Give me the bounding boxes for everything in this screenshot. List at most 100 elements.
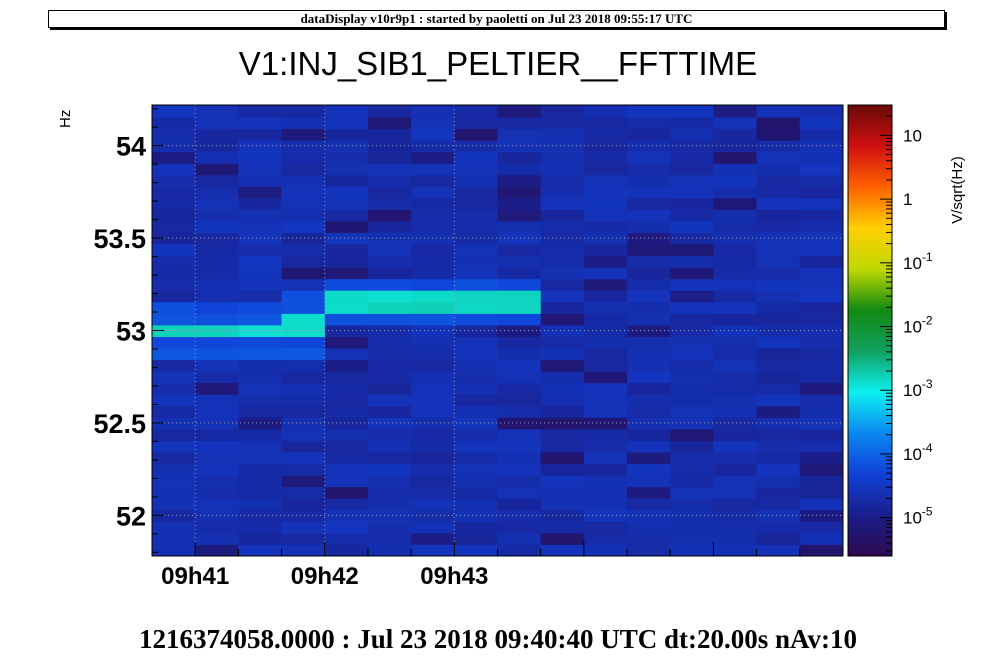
heatmap-cell: [670, 163, 714, 176]
heatmap-cell: [367, 428, 412, 441]
heatmap-cell: [454, 301, 498, 314]
heatmap-cell: [627, 267, 671, 280]
heatmap-cell: [756, 244, 801, 257]
heatmap-cell: [713, 255, 757, 268]
heatmap-cell: [367, 117, 412, 129]
heatmap-cell: [281, 221, 326, 233]
heatmap-cell: [238, 278, 282, 291]
heatmap-cell: [281, 405, 326, 418]
heatmap-cell: [670, 394, 714, 407]
heatmap-cell: [670, 405, 714, 418]
heatmap-cell: [454, 105, 498, 118]
heatmap-cell: [195, 255, 239, 268]
heatmap-cell: [756, 498, 801, 511]
heatmap-cell: [281, 359, 326, 372]
heatmap-cell: [713, 371, 757, 384]
heatmap-cell: [670, 105, 714, 118]
heatmap-cell: [540, 359, 585, 372]
heatmap-cell: [799, 267, 844, 280]
heatmap-cell: [583, 417, 628, 430]
heatmap-cell: [152, 440, 196, 453]
heatmap-cell: [454, 221, 498, 233]
heatmap-cell: [540, 486, 585, 499]
heatmap-cell: [195, 221, 239, 233]
heatmap-cell: [238, 359, 282, 372]
heatmap-cell: [454, 174, 498, 187]
heatmap-cell: [195, 278, 239, 291]
heatmap-cell: [152, 221, 196, 233]
heatmap-cell: [238, 498, 282, 511]
chart-title: V1:INJ_SIB1_PELTIER__FFTTIME: [238, 45, 758, 82]
heatmap-cell: [713, 348, 757, 361]
heatmap-cell: [152, 151, 196, 164]
heatmap-cell: [411, 117, 455, 129]
heatmap-cell: [670, 117, 714, 129]
heatmap-cell: [411, 313, 455, 326]
heatmap-cell: [799, 140, 844, 153]
heatmap-cell: [454, 428, 498, 441]
heatmap-cell: [670, 336, 714, 349]
heatmap-cell: [238, 336, 282, 349]
heatmap-cell: [152, 244, 196, 257]
heatmap-cell: [324, 544, 369, 557]
heatmap-cell: [152, 405, 196, 418]
heatmap-cell: [670, 244, 714, 257]
heatmap-cell: [195, 186, 239, 199]
heatmap-cell: [411, 544, 455, 557]
heatmap-cell: [756, 521, 801, 534]
heatmap-cell: [195, 486, 239, 499]
heatmap-cell: [713, 428, 757, 441]
heatmap-cell: [367, 151, 412, 164]
heatmap-cell: [454, 163, 498, 176]
heatmap-cell: [411, 463, 455, 476]
heatmap-cell: [411, 128, 455, 141]
heatmap-cell: [799, 336, 844, 349]
heatmap-cell: [367, 174, 412, 187]
heatmap-cell: [670, 128, 714, 141]
heatmap-cell: [799, 486, 844, 499]
heatmap-cell: [670, 371, 714, 384]
heatmap-cell: [238, 197, 282, 210]
heatmap-cell: [367, 359, 412, 372]
heatmap-cell: [799, 290, 844, 303]
heatmap-cell: [713, 405, 757, 418]
heatmap-cell: [627, 128, 671, 141]
heatmap-cell: [238, 209, 282, 222]
heatmap-cell: [152, 140, 196, 153]
heatmap-cell: [454, 394, 498, 407]
heatmap-cell: [367, 232, 412, 245]
heatmap-cell: [583, 197, 628, 210]
heatmap-cell: [367, 475, 412, 488]
heatmap-cell: [756, 486, 801, 499]
heatmap-cell: [799, 475, 844, 488]
colorbar-tick-label: 10-4: [903, 441, 933, 464]
heatmap-cell: [411, 475, 455, 488]
heatmap-cell: [195, 174, 239, 187]
heatmap-cell: [497, 232, 542, 245]
heatmap-cell: [324, 209, 369, 222]
heatmap-cell: [497, 359, 542, 372]
heatmap-cell: [756, 428, 801, 441]
heatmap-cell: [281, 394, 326, 407]
heatmap-cell: [152, 359, 196, 372]
heatmap-cell: [238, 521, 282, 534]
heatmap-cell: [799, 509, 844, 522]
heatmap-cell: [799, 128, 844, 141]
heatmap-cell: [670, 359, 714, 372]
heatmap-cell: [756, 140, 801, 153]
heatmap-cell: [281, 532, 326, 545]
heatmap-cell: [152, 117, 196, 129]
heatmap-cell: [497, 186, 542, 199]
heatmap-cell: [195, 382, 239, 395]
heatmap-cell: [411, 209, 455, 222]
heatmap-cell: [454, 313, 498, 326]
heatmap-cell: [627, 221, 671, 233]
heatmap-cell: [195, 301, 239, 314]
heatmap-cell: [497, 475, 542, 488]
heatmap-cell: [454, 255, 498, 268]
heatmap-cell: [324, 140, 369, 153]
heatmap-cell: [627, 440, 671, 453]
y-tick-label: 52.5: [93, 409, 146, 439]
heatmap-cell: [238, 428, 282, 441]
heatmap-cell: [799, 359, 844, 372]
